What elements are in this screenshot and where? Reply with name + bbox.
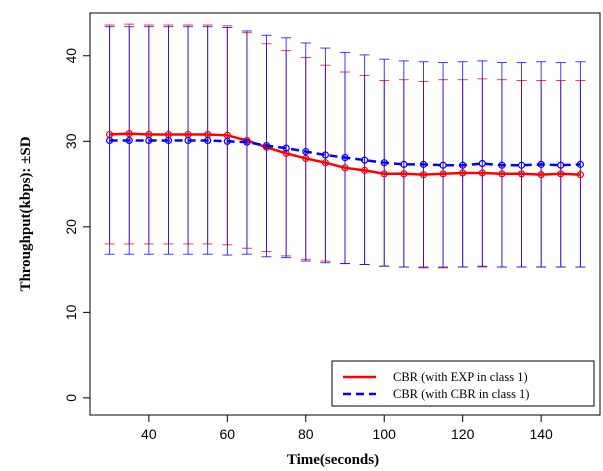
data-point-series-2 [380, 159, 388, 167]
y-tick-label: 0 [63, 394, 79, 402]
y-axis-title: Throughput(kbps): ±SD [18, 136, 34, 291]
data-point-series-2 [361, 156, 369, 164]
data-point-series-2 [321, 151, 329, 159]
y-axis: 0 10 20 30 40 [63, 48, 90, 402]
data-point-series-1 [459, 169, 467, 177]
data-point-series-1 [517, 170, 526, 178]
x-axis-title: Time(seconds) [287, 452, 379, 468]
y-tick-label: 40 [63, 48, 79, 64]
data-point-series-2 [517, 161, 526, 169]
x-tick-label: 120 [451, 426, 475, 442]
data-point-series-2 [419, 160, 428, 168]
data-point-series-2 [478, 159, 486, 168]
data-point-series-2 [459, 161, 467, 169]
data-point-series-1 [380, 170, 388, 178]
data-point-series-1 [341, 164, 349, 172]
data-point-series-1 [439, 170, 447, 178]
series-line-2 [109, 139, 581, 167]
x-tick-label: 60 [220, 426, 236, 442]
data-point-series-1 [576, 171, 584, 179]
y-tick-label: 30 [63, 133, 79, 149]
data-point-series-1 [321, 159, 329, 167]
series-lines [106, 130, 584, 179]
x-tick-label: 140 [529, 426, 553, 442]
data-point-series-2 [262, 141, 271, 150]
data-point-series-2 [204, 136, 212, 145]
data-point-series-1 [537, 171, 545, 179]
data-point-series-2 [557, 161, 565, 169]
data-point-series-2 [439, 161, 447, 169]
data-point-series-2 [223, 137, 231, 145]
data-point-series-2 [537, 160, 545, 168]
data-point-series-1 [478, 169, 486, 177]
data-point-series-1 [498, 170, 506, 178]
data-point-series-2 [576, 160, 584, 168]
data-point-series-1 [282, 149, 290, 157]
data-point-series-2 [184, 136, 192, 145]
x-tick-label: 80 [298, 426, 314, 442]
data-point-series-1 [419, 171, 428, 179]
x-axis: 40 60 80 100 120 140 [141, 415, 553, 442]
data-point-series-2 [164, 136, 173, 145]
x-tick-label: 40 [141, 426, 157, 442]
data-point-series-2 [145, 136, 153, 145]
data-point-series-2 [282, 144, 290, 152]
y-tick-label: 10 [63, 304, 79, 320]
data-point-series-1 [557, 170, 565, 178]
data-point-series-1 [361, 166, 369, 174]
data-point-series-2 [125, 136, 133, 145]
data-point-series-2 [498, 161, 506, 169]
legend-label-series-2: CBR (with CBR in class 1) [393, 387, 529, 401]
x-tick-label: 100 [373, 426, 397, 442]
error-bars [104, 23, 586, 269]
legend-box [331, 360, 595, 407]
data-point-series-2 [243, 138, 251, 146]
plot-frame [89, 12, 601, 416]
data-point-series-2 [302, 147, 310, 156]
data-point-series-2 [400, 160, 408, 168]
y-tick-label: 20 [63, 219, 79, 235]
data-point-series-2 [341, 153, 349, 162]
legend-label-series-1: CBR (with EXP in class 1) [393, 370, 528, 384]
data-point-series-1 [125, 130, 133, 138]
data-point-series-1 [302, 154, 310, 163]
series-line-1 [109, 132, 581, 176]
data-point-series-2 [106, 136, 114, 145]
data-point-series-1 [400, 170, 408, 178]
legend: CBR (with EXP in class 1) CBR (with CBR … [331, 360, 595, 407]
